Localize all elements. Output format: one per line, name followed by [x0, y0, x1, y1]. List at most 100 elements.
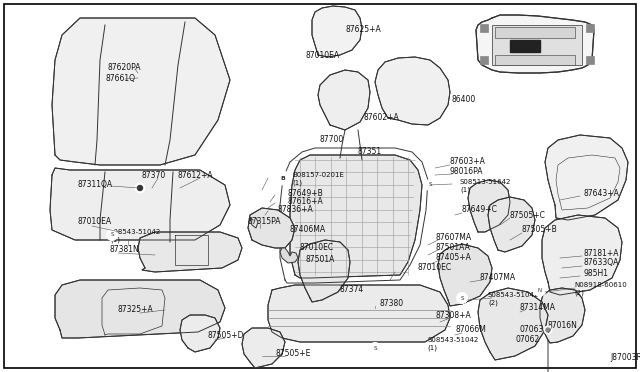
Text: 87661Q: 87661Q: [105, 74, 135, 83]
Circle shape: [106, 230, 118, 241]
Polygon shape: [290, 155, 422, 278]
Text: 87010EA: 87010EA: [78, 218, 112, 227]
Text: 87010EC: 87010EC: [418, 263, 452, 273]
Circle shape: [456, 292, 467, 304]
Text: 87315PA: 87315PA: [248, 218, 282, 227]
Text: 87505+C: 87505+C: [510, 211, 546, 219]
Circle shape: [424, 180, 435, 190]
Polygon shape: [312, 6, 362, 57]
Text: 87625+A: 87625+A: [345, 26, 381, 35]
Text: S08543-51042: S08543-51042: [110, 229, 161, 235]
Polygon shape: [545, 135, 628, 220]
Polygon shape: [478, 288, 548, 360]
Text: 87308+A: 87308+A: [435, 311, 471, 320]
Polygon shape: [438, 244, 492, 306]
Text: B: B: [280, 176, 285, 180]
Text: S: S: [428, 183, 432, 187]
Polygon shape: [476, 15, 594, 73]
Polygon shape: [180, 315, 220, 352]
Polygon shape: [55, 280, 225, 338]
Text: 87700: 87700: [320, 135, 344, 144]
Text: 87643+A: 87643+A: [583, 189, 619, 198]
Text: J87003RV: J87003RV: [610, 353, 640, 362]
Polygon shape: [540, 288, 585, 343]
Text: S08513-51642: S08513-51642: [460, 179, 511, 185]
Text: (2): (2): [574, 290, 584, 296]
Text: 87501AA: 87501AA: [435, 244, 470, 253]
Polygon shape: [52, 18, 230, 165]
Text: S: S: [110, 232, 114, 237]
Polygon shape: [375, 57, 450, 125]
Text: 87602+A: 87602+A: [363, 113, 399, 122]
Text: S08543-51042: S08543-51042: [427, 337, 478, 343]
Text: 87181+A: 87181+A: [583, 248, 618, 257]
Text: 87325+A: 87325+A: [118, 305, 154, 314]
Text: 87370: 87370: [142, 170, 166, 180]
Polygon shape: [488, 197, 535, 252]
Text: 87501A: 87501A: [305, 256, 334, 264]
Polygon shape: [542, 215, 622, 295]
Text: 87620PA: 87620PA: [108, 64, 141, 73]
Text: 87405+A: 87405+A: [435, 253, 471, 263]
Text: 87374: 87374: [340, 285, 364, 295]
Text: (1): (1): [110, 237, 120, 243]
Text: 87016N: 87016N: [548, 321, 578, 330]
Text: 87314MA: 87314MA: [520, 304, 556, 312]
Text: 07063: 07063: [520, 326, 545, 334]
Text: 985H1: 985H1: [583, 269, 608, 278]
Circle shape: [534, 284, 546, 296]
Text: 87505+E: 87505+E: [275, 349, 310, 357]
Text: 87066M: 87066M: [455, 326, 486, 334]
Circle shape: [546, 328, 550, 332]
Text: 87649+B: 87649+B: [288, 189, 324, 198]
Text: 87381N: 87381N: [110, 246, 140, 254]
Text: 87010EA: 87010EA: [305, 51, 339, 60]
Text: S: S: [460, 295, 464, 301]
Polygon shape: [268, 285, 450, 342]
Polygon shape: [50, 168, 230, 240]
Text: 87311QA: 87311QA: [78, 180, 113, 189]
Text: 87010EC: 87010EC: [300, 244, 334, 253]
Text: 07062: 07062: [516, 336, 540, 344]
Polygon shape: [510, 40, 540, 52]
Text: 87633QA: 87633QA: [583, 259, 618, 267]
Circle shape: [276, 171, 290, 185]
Text: 87612+A: 87612+A: [178, 170, 214, 180]
Text: 87505+B: 87505+B: [522, 225, 557, 234]
Text: (2): (2): [488, 300, 498, 306]
Text: 87505+D: 87505+D: [208, 330, 244, 340]
Polygon shape: [318, 70, 370, 130]
Text: 87407MA: 87407MA: [480, 273, 516, 282]
Text: 86400: 86400: [452, 96, 476, 105]
Text: B08157-0201E: B08157-0201E: [292, 172, 344, 178]
Bar: [586, 24, 594, 32]
Polygon shape: [298, 240, 350, 302]
Text: 87351: 87351: [358, 148, 382, 157]
Polygon shape: [468, 180, 510, 232]
Text: 87607MA: 87607MA: [435, 234, 471, 243]
Polygon shape: [138, 232, 242, 272]
Circle shape: [138, 186, 143, 190]
Polygon shape: [492, 25, 582, 65]
Text: S08543-51042: S08543-51042: [488, 292, 540, 298]
Text: N: N: [538, 288, 542, 292]
Polygon shape: [242, 328, 285, 368]
Text: 87649+C: 87649+C: [462, 205, 498, 215]
Text: 87380: 87380: [380, 298, 404, 308]
Polygon shape: [248, 208, 295, 248]
Text: 87836+A: 87836+A: [278, 205, 314, 214]
Circle shape: [544, 326, 552, 334]
Text: 87616+A: 87616+A: [288, 196, 324, 205]
Circle shape: [369, 343, 381, 353]
Polygon shape: [495, 27, 575, 38]
Text: N08918-60610: N08918-60610: [574, 282, 627, 288]
Text: (1): (1): [292, 180, 302, 186]
Text: (1): (1): [460, 187, 470, 193]
Text: (1): (1): [427, 345, 437, 351]
Text: 98016PA: 98016PA: [450, 167, 483, 176]
Text: S: S: [373, 346, 377, 350]
Text: 87603+A: 87603+A: [450, 157, 486, 167]
Text: 87406MA: 87406MA: [290, 225, 326, 234]
Circle shape: [135, 183, 145, 193]
Bar: [480, 56, 488, 64]
